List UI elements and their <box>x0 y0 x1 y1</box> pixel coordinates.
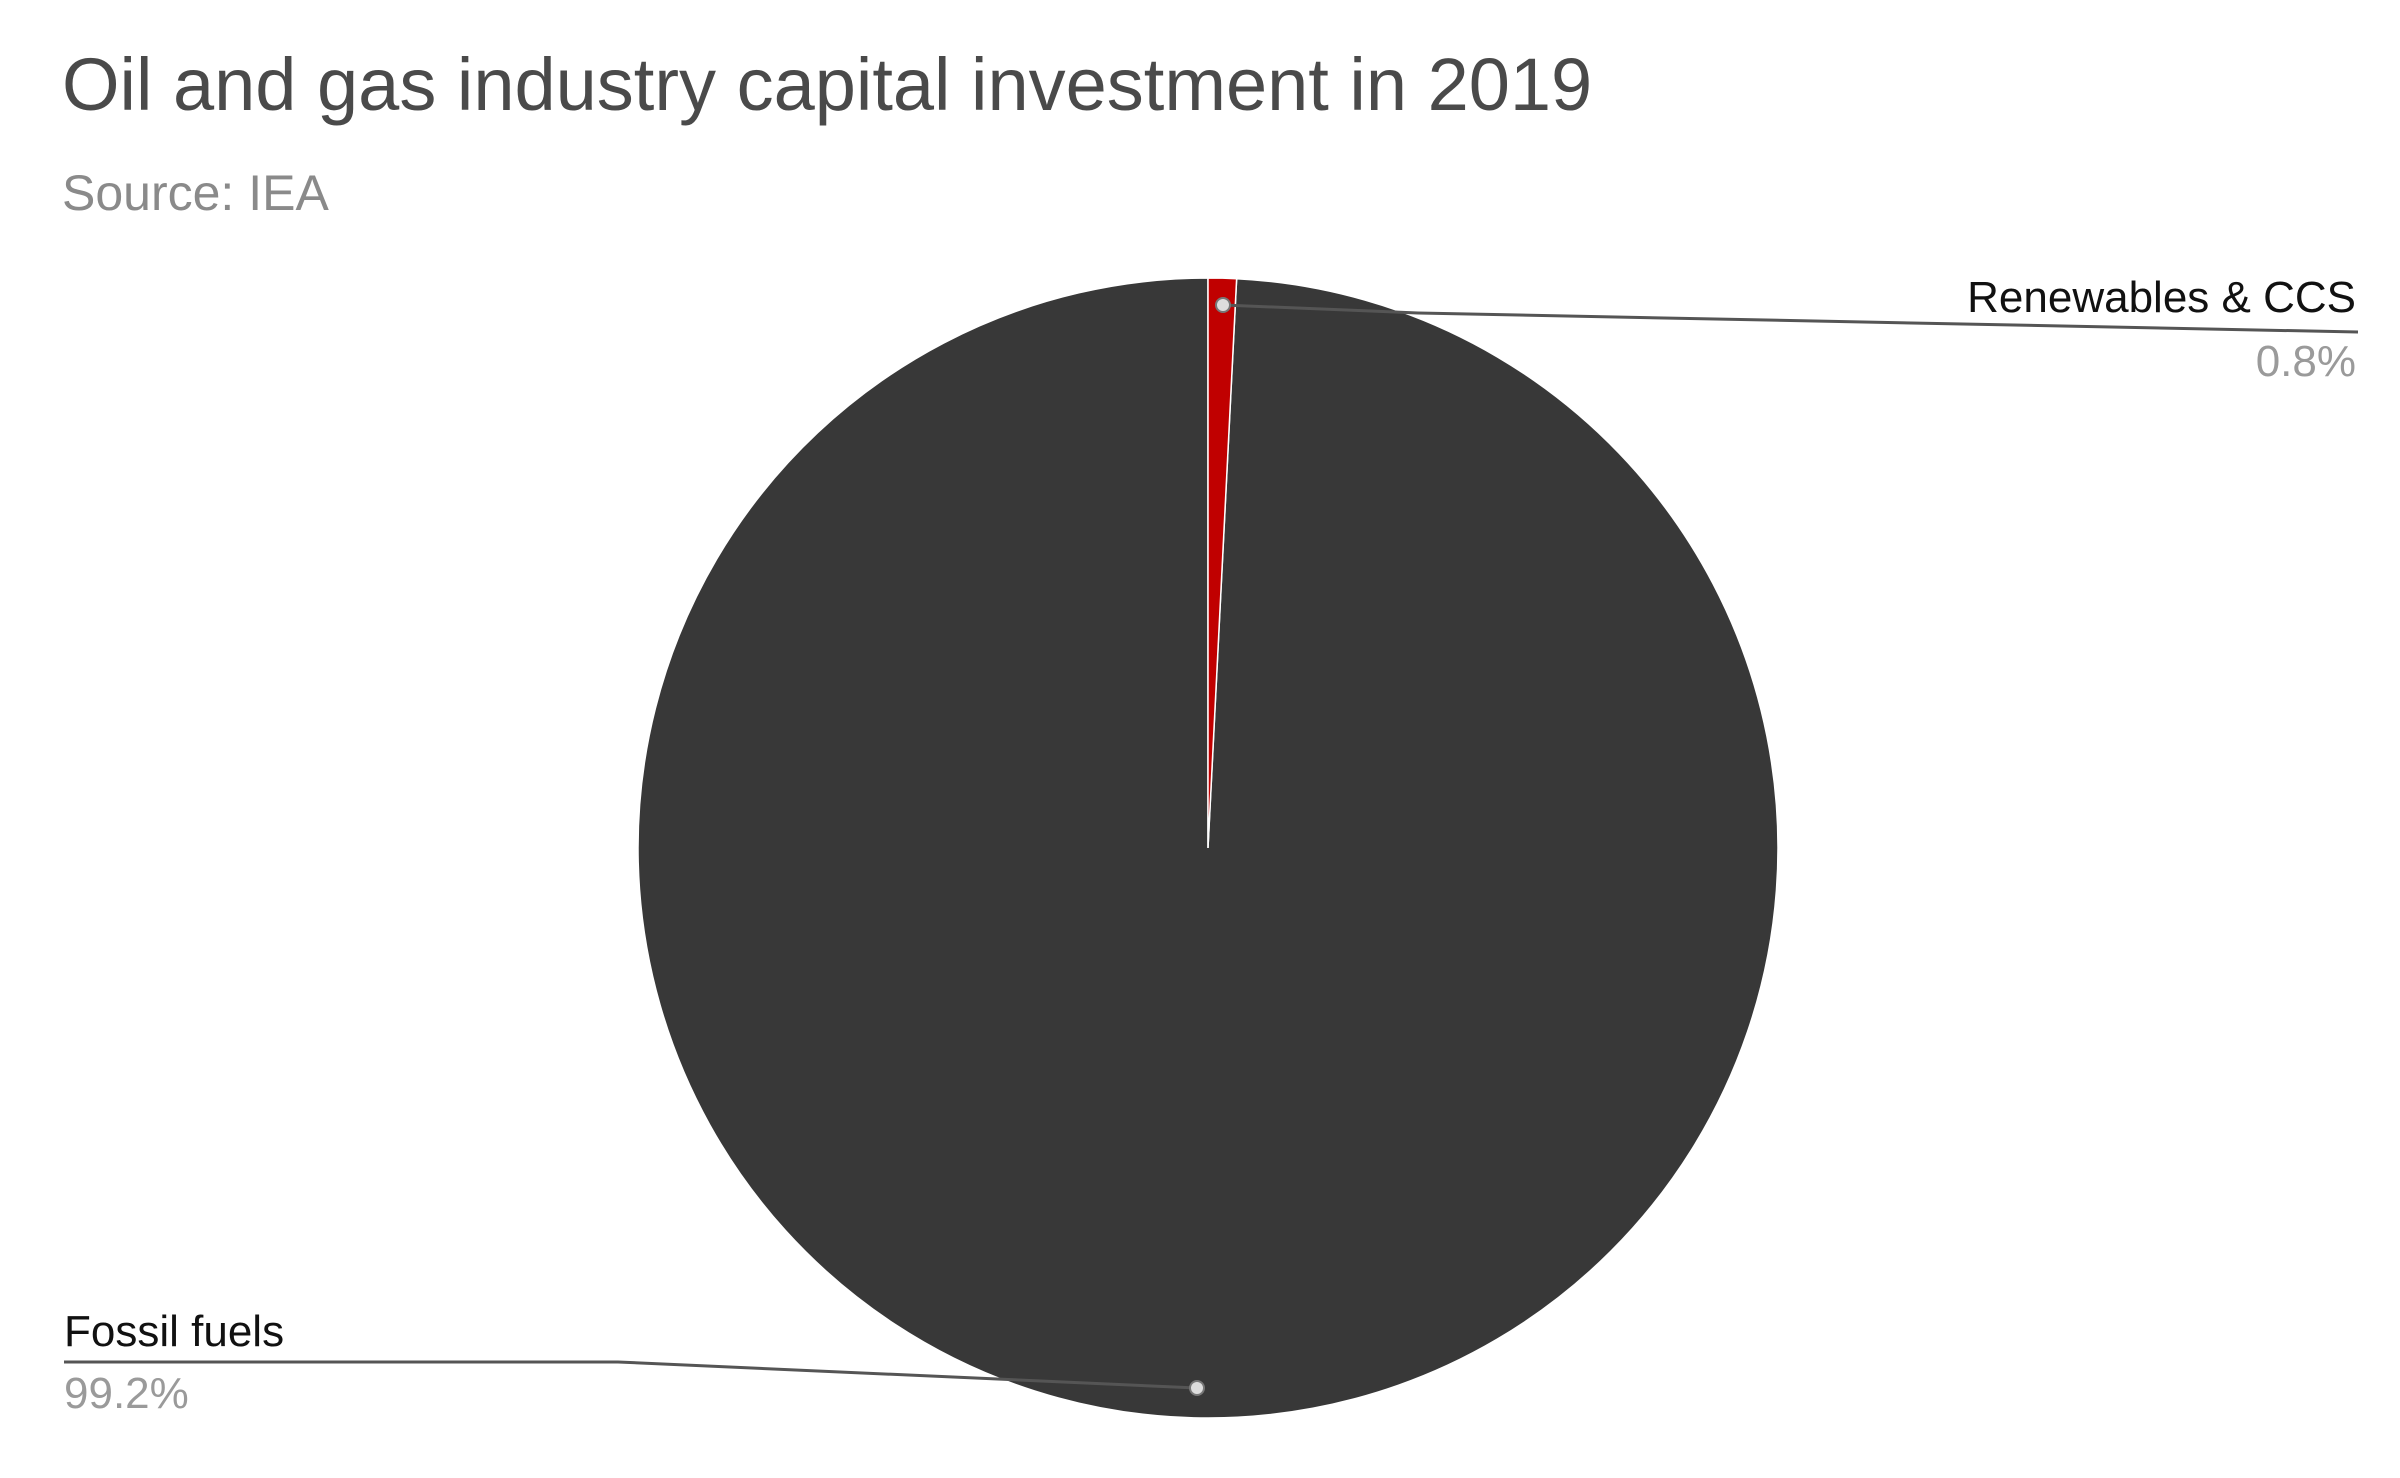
pie-slices <box>637 277 1779 1419</box>
callout-renewables: Renewables & CCS 0.8% <box>1215 273 2359 386</box>
callout-fossil: Fossil fuels 99.2% <box>64 1307 1205 1418</box>
callout-dot-renewables <box>1215 297 1231 313</box>
slice-value-fossil: 99.2% <box>64 1369 189 1418</box>
callout-line-renewables <box>1222 303 2359 334</box>
chart-title: Oil and gas industry capital investment … <box>62 43 1593 126</box>
callout-line-fossil <box>64 1360 1198 1390</box>
slice-value-renewables: 0.8% <box>2256 337 2356 386</box>
chart-subtitle: Source: IEA <box>62 165 329 221</box>
slice-label-fossil: Fossil fuels <box>64 1307 284 1356</box>
slice-label-renewables: Renewables & CCS <box>1967 273 2356 322</box>
pie-callouts: Renewables & CCS 0.8% Fossil fuels 99.2% <box>64 273 2359 1418</box>
pie-slice-renewables-ccs <box>1207 277 1238 849</box>
callout-dot-fossil <box>1189 1380 1205 1396</box>
